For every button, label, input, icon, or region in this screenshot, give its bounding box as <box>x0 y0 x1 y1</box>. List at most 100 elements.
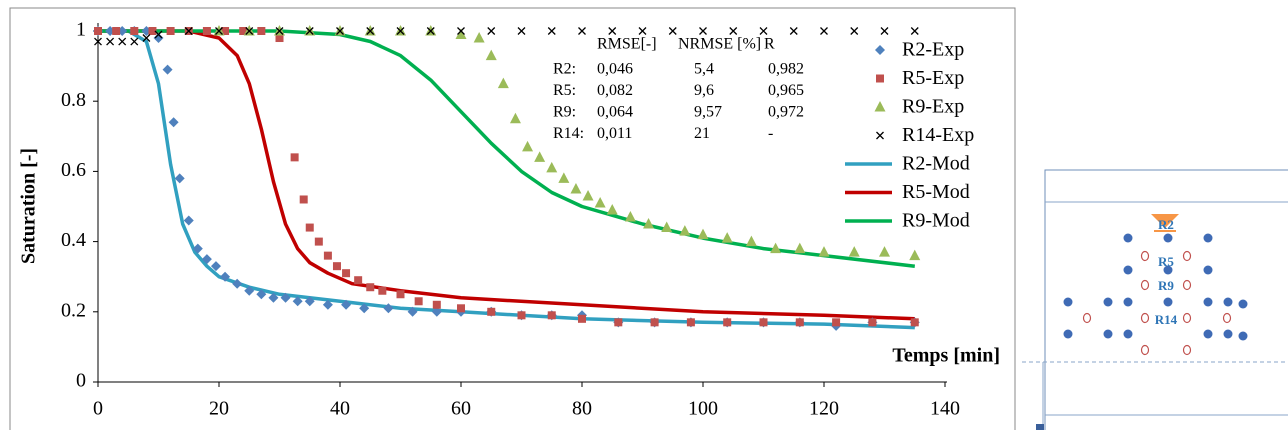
square-marker <box>432 300 441 309</box>
square-marker <box>650 318 659 327</box>
triangle-marker <box>473 32 485 43</box>
square-marker <box>239 27 248 35</box>
sensor <box>1123 233 1133 243</box>
triangle-marker <box>697 228 709 240</box>
outlet-block <box>1036 424 1044 430</box>
x-tick-label: 120 <box>809 398 839 420</box>
model-line <box>98 29 916 268</box>
table-cell: 0,982 <box>768 61 804 78</box>
triangle-marker <box>594 196 606 208</box>
triangle-marker <box>909 249 921 261</box>
diagram: R2 R5 R9 R14 <box>1022 169 1288 435</box>
triangle-marker <box>745 235 757 247</box>
sensor <box>1223 297 1233 307</box>
diamond-marker <box>153 33 164 44</box>
cross-marker <box>106 37 115 46</box>
table-cell: 9,57 <box>694 104 722 121</box>
triangle-marker <box>848 246 860 257</box>
cross-marker <box>820 27 828 35</box>
cross-marker <box>94 37 102 46</box>
cross-marker <box>910 27 919 35</box>
triangle-marker <box>582 189 594 201</box>
table-cell: 0,082 <box>597 82 633 99</box>
sensor <box>1222 312 1232 324</box>
diamond-marker <box>232 278 243 289</box>
sensor <box>1182 344 1192 356</box>
diamond-marker <box>220 271 231 282</box>
sensor <box>1203 329 1213 339</box>
triangle-marker <box>770 242 782 254</box>
square-marker <box>686 318 695 327</box>
square-marker <box>130 27 139 35</box>
cross-marker <box>396 27 405 35</box>
x-tick-label: 40 <box>330 398 350 420</box>
tank <box>1044 169 1288 435</box>
sensor-label: R2 <box>1158 217 1174 232</box>
triangle-marker <box>879 246 890 257</box>
diamond-marker <box>210 261 221 272</box>
sensor <box>1203 297 1213 307</box>
triangle-marker <box>570 182 582 194</box>
table-cell: 21 <box>694 125 710 142</box>
legend-label: R9-Exp <box>902 96 964 118</box>
sensor <box>1203 265 1213 275</box>
square-marker <box>342 269 351 278</box>
cross-marker <box>759 27 768 35</box>
square-marker <box>396 290 405 299</box>
sensor <box>1103 297 1113 307</box>
triangle-marker <box>679 225 691 236</box>
triangle-marker <box>497 77 509 89</box>
square-marker <box>366 283 375 292</box>
diamond-marker <box>383 303 394 314</box>
cross-marker <box>547 27 556 35</box>
cross-marker <box>336 27 344 35</box>
x-tick-label: 20 <box>209 398 229 420</box>
table-cell: R5: <box>553 82 576 99</box>
cross-marker <box>850 27 859 35</box>
cross-marker <box>426 27 435 35</box>
y-tick-label: 0.4 <box>61 229 86 251</box>
square-marker <box>275 34 284 43</box>
legend: R2-Exp R5-Exp R9-Exp R14-Exp R2-Mod R5-Mod R9-… <box>845 39 974 232</box>
square-marker <box>759 318 768 327</box>
diamond-marker <box>168 117 179 128</box>
square-marker <box>202 27 211 35</box>
triangle-marker <box>485 49 497 61</box>
sensor <box>1182 250 1192 262</box>
sensors-blue <box>1063 233 1248 341</box>
y-tick-label: 0.2 <box>61 299 86 321</box>
cross-marker <box>118 37 127 46</box>
triangle-marker <box>721 232 733 243</box>
triangle-marker <box>818 246 830 257</box>
water-marker <box>1151 214 1179 228</box>
triangle-marker <box>874 101 886 112</box>
cross-marker <box>608 27 617 35</box>
square-marker <box>517 311 526 320</box>
cross-marker <box>215 27 223 35</box>
sensor <box>1140 279 1150 291</box>
triangle-marker <box>606 204 618 215</box>
table-cell: 0,965 <box>768 82 804 99</box>
cross-marker <box>880 27 889 35</box>
sensor-label: R5 <box>1158 254 1174 269</box>
diamond-marker <box>407 306 418 317</box>
square-marker <box>290 153 299 162</box>
sensor-labels: R2 R5 R9 R14 <box>1155 217 1178 327</box>
sensor <box>1238 331 1248 341</box>
sensor <box>1103 329 1113 339</box>
legend-label: R2-Mod <box>902 153 970 175</box>
triangle-marker <box>661 221 673 233</box>
cross-marker <box>142 34 151 42</box>
y-axis-label: Saturation [-] <box>18 148 40 264</box>
diamond-marker <box>431 306 442 317</box>
sensor <box>1140 312 1150 324</box>
legend-label: R14-Exp <box>902 124 974 146</box>
table-cell: 0,972 <box>768 104 804 121</box>
square-marker <box>723 318 732 327</box>
table-cell: 0,011 <box>597 125 632 142</box>
table-cell: R2: <box>553 61 576 78</box>
triangle-marker <box>624 211 636 222</box>
table-cell: 0,046 <box>597 61 633 78</box>
table-header: RMSE[-] <box>597 36 657 53</box>
